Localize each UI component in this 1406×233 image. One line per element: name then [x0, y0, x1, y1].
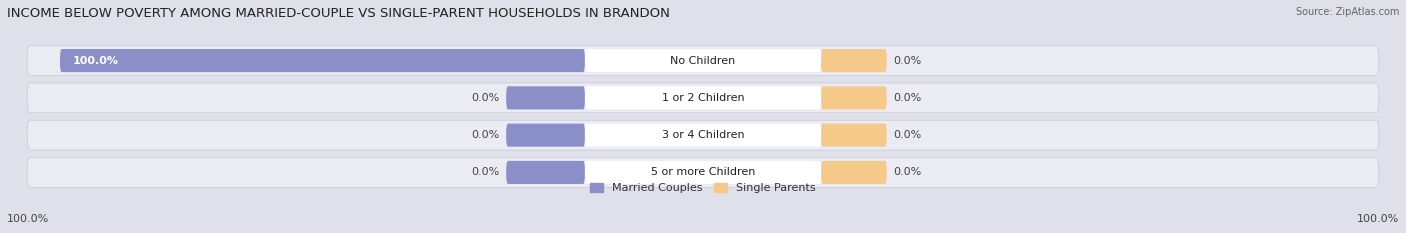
- Text: 0.0%: 0.0%: [893, 56, 921, 65]
- Text: No Children: No Children: [671, 56, 735, 65]
- Text: 0.0%: 0.0%: [893, 93, 921, 103]
- Text: 3 or 4 Children: 3 or 4 Children: [662, 130, 744, 140]
- FancyBboxPatch shape: [27, 120, 1379, 150]
- Text: 0.0%: 0.0%: [893, 130, 921, 140]
- Text: 100.0%: 100.0%: [7, 214, 49, 224]
- FancyBboxPatch shape: [585, 123, 821, 147]
- FancyBboxPatch shape: [60, 49, 585, 72]
- FancyBboxPatch shape: [585, 161, 821, 184]
- FancyBboxPatch shape: [506, 161, 585, 184]
- FancyBboxPatch shape: [821, 86, 887, 110]
- Text: 0.0%: 0.0%: [893, 168, 921, 177]
- FancyBboxPatch shape: [506, 123, 585, 147]
- Text: INCOME BELOW POVERTY AMONG MARRIED-COUPLE VS SINGLE-PARENT HOUSEHOLDS IN BRANDON: INCOME BELOW POVERTY AMONG MARRIED-COUPL…: [7, 7, 669, 20]
- Legend: Married Couples, Single Parents: Married Couples, Single Parents: [586, 178, 820, 197]
- FancyBboxPatch shape: [506, 86, 585, 110]
- FancyBboxPatch shape: [27, 83, 1379, 113]
- Text: 100.0%: 100.0%: [1357, 214, 1399, 224]
- Text: Source: ZipAtlas.com: Source: ZipAtlas.com: [1295, 7, 1399, 17]
- Text: 0.0%: 0.0%: [471, 130, 499, 140]
- FancyBboxPatch shape: [821, 49, 887, 72]
- FancyBboxPatch shape: [27, 46, 1379, 75]
- Text: 5 or more Children: 5 or more Children: [651, 168, 755, 177]
- FancyBboxPatch shape: [585, 49, 821, 72]
- Text: 100.0%: 100.0%: [73, 56, 120, 65]
- FancyBboxPatch shape: [821, 161, 887, 184]
- Text: 0.0%: 0.0%: [471, 168, 499, 177]
- FancyBboxPatch shape: [821, 123, 887, 147]
- Text: 1 or 2 Children: 1 or 2 Children: [662, 93, 744, 103]
- FancyBboxPatch shape: [585, 86, 821, 110]
- Text: 0.0%: 0.0%: [471, 93, 499, 103]
- FancyBboxPatch shape: [27, 158, 1379, 187]
